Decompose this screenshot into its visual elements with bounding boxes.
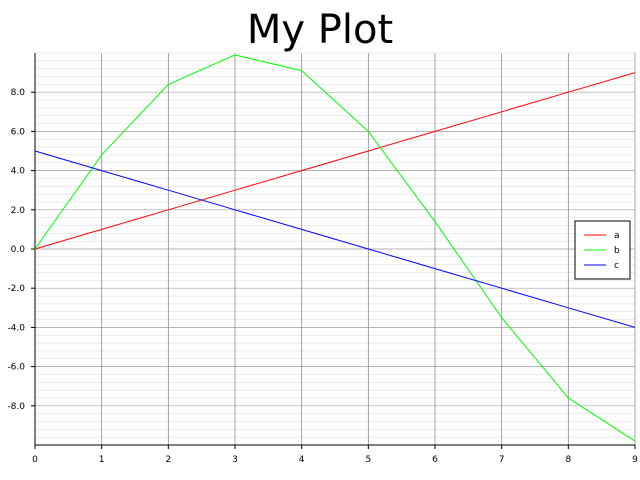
x-tick-label: 1 — [99, 455, 105, 465]
series-group — [34, 54, 636, 442]
series-line-c — [34, 150, 636, 328]
x-tick-label: 5 — [365, 455, 371, 465]
x-tick-label: 4 — [299, 455, 305, 465]
x-tick-label: 0 — [32, 455, 38, 465]
series-line-b — [34, 54, 636, 442]
x-tick-label: 3 — [232, 455, 238, 465]
y-tick-label: 2.0 — [11, 206, 26, 216]
y-tick-label: -4.0 — [7, 323, 25, 333]
y-tick-label: 8.0 — [11, 88, 26, 98]
y-tick-label: 0.0 — [11, 245, 26, 255]
x-tick-label: 7 — [499, 455, 505, 465]
x-tick-label: 9 — [632, 455, 638, 465]
series-line-a — [34, 72, 636, 250]
x-tick-label: 6 — [432, 455, 438, 465]
legend-label-b: b — [614, 246, 620, 256]
chart-title: My Plot — [247, 7, 393, 53]
grid-lines — [34, 52, 636, 446]
x-tick-label: 8 — [565, 455, 571, 465]
y-tick-label: 4.0 — [11, 167, 26, 177]
y-tick-label: -6.0 — [7, 363, 25, 373]
legend-label-a: a — [614, 231, 620, 241]
y-tick-label: 6.0 — [11, 127, 26, 137]
y-tick-label: -8.0 — [7, 402, 25, 412]
y-tick-label: -2.0 — [7, 284, 25, 294]
x-tick-label: 2 — [165, 455, 171, 465]
legend: abc — [574, 220, 631, 280]
legend-label-c: c — [614, 261, 619, 271]
